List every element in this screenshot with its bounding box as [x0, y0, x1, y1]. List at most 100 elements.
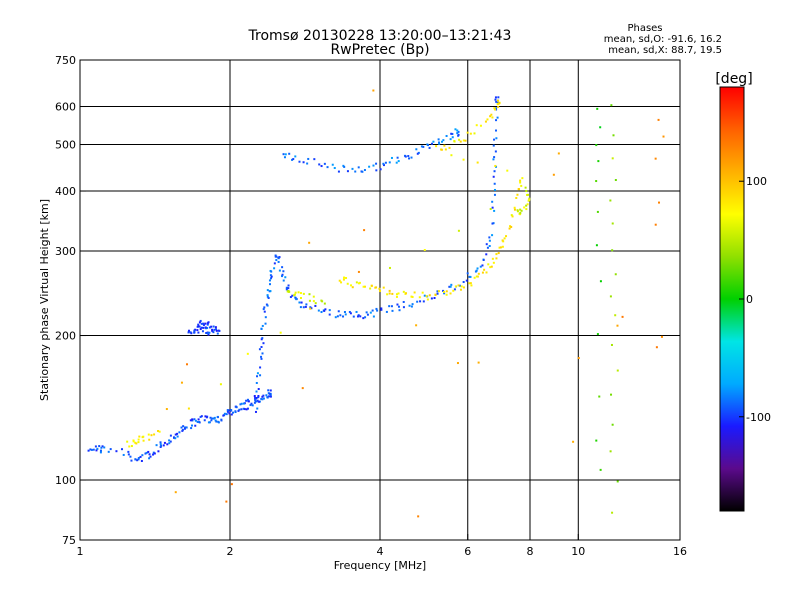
data-point	[260, 397, 263, 400]
data-point	[610, 343, 613, 346]
data-point	[230, 409, 233, 412]
data-point	[599, 280, 602, 283]
data-point	[261, 352, 264, 355]
data-point	[340, 281, 343, 284]
data-point	[223, 412, 226, 415]
data-point	[364, 316, 367, 319]
data-point	[437, 138, 440, 141]
data-point	[274, 254, 277, 257]
data-point	[466, 131, 469, 134]
data-point	[328, 313, 331, 316]
data-point	[264, 322, 267, 325]
data-point	[495, 257, 498, 260]
data-point	[302, 292, 305, 295]
data-point	[438, 142, 441, 145]
data-point	[121, 448, 124, 451]
data-point	[375, 286, 378, 289]
data-point	[596, 210, 599, 213]
data-point	[449, 292, 452, 295]
data-point	[466, 272, 469, 275]
data-point	[328, 309, 331, 312]
data-point	[246, 407, 249, 410]
data-point	[181, 428, 184, 431]
data-point	[528, 199, 531, 202]
data-point	[152, 451, 155, 454]
series-o-trace-cusp	[254, 96, 500, 413]
y-tick-label: 750	[55, 54, 76, 67]
data-point	[313, 158, 316, 161]
data-point	[268, 395, 271, 398]
data-point	[281, 266, 284, 269]
data-point	[270, 275, 273, 278]
data-point	[495, 119, 498, 122]
data-point	[458, 138, 461, 141]
data-point	[275, 255, 278, 258]
data-point	[462, 139, 465, 142]
data-point	[174, 437, 177, 440]
data-point	[206, 327, 209, 330]
data-point	[245, 408, 248, 411]
data-point	[306, 162, 309, 165]
data-point	[200, 326, 203, 329]
data-point	[355, 281, 358, 284]
data-point	[260, 327, 263, 330]
data-point	[479, 124, 482, 127]
data-point	[492, 144, 495, 147]
data-point	[609, 295, 612, 298]
data-point	[284, 276, 287, 279]
data-point	[342, 315, 345, 318]
data-point	[138, 435, 141, 438]
data-point	[302, 306, 305, 309]
data-point	[202, 324, 205, 327]
data-point	[453, 288, 456, 291]
data-point	[443, 290, 446, 293]
data-point	[450, 283, 453, 286]
data-point	[301, 387, 304, 390]
data-point	[502, 240, 505, 243]
data-point	[444, 148, 447, 151]
data-point	[595, 244, 598, 247]
data-point	[402, 306, 405, 309]
data-point	[362, 317, 365, 320]
data-point	[281, 273, 284, 276]
data-point	[299, 292, 302, 295]
data-point	[240, 402, 243, 405]
data-point	[183, 426, 186, 429]
data-point	[357, 314, 360, 317]
data-point	[219, 383, 222, 386]
data-point	[503, 237, 506, 240]
data-point	[457, 133, 460, 136]
data-point	[180, 381, 183, 384]
data-point	[269, 283, 272, 286]
data-point	[302, 161, 305, 164]
data-point	[277, 256, 280, 259]
data-point	[490, 265, 493, 268]
data-point	[662, 135, 665, 138]
data-point	[493, 156, 496, 159]
data-point	[442, 139, 445, 142]
data-point	[372, 315, 375, 318]
data-point	[318, 163, 321, 166]
data-point	[595, 439, 598, 442]
data-point	[382, 164, 385, 167]
data-point	[331, 163, 334, 166]
data-point	[206, 332, 209, 335]
data-point	[458, 284, 461, 287]
data-point	[477, 272, 480, 275]
data-point	[452, 289, 455, 292]
data-point	[275, 259, 278, 262]
data-point	[142, 435, 145, 438]
data-point	[494, 150, 497, 153]
series-noise-column-12-mhz	[609, 104, 619, 514]
data-point	[654, 223, 657, 226]
data-point	[482, 258, 485, 261]
data-point	[187, 407, 190, 410]
data-point	[204, 326, 207, 329]
data-point	[426, 298, 429, 301]
data-point	[416, 152, 419, 155]
data-point	[334, 316, 337, 319]
data-point	[366, 313, 369, 316]
data-point	[407, 155, 410, 158]
data-point	[255, 381, 258, 384]
data-point	[413, 291, 416, 294]
